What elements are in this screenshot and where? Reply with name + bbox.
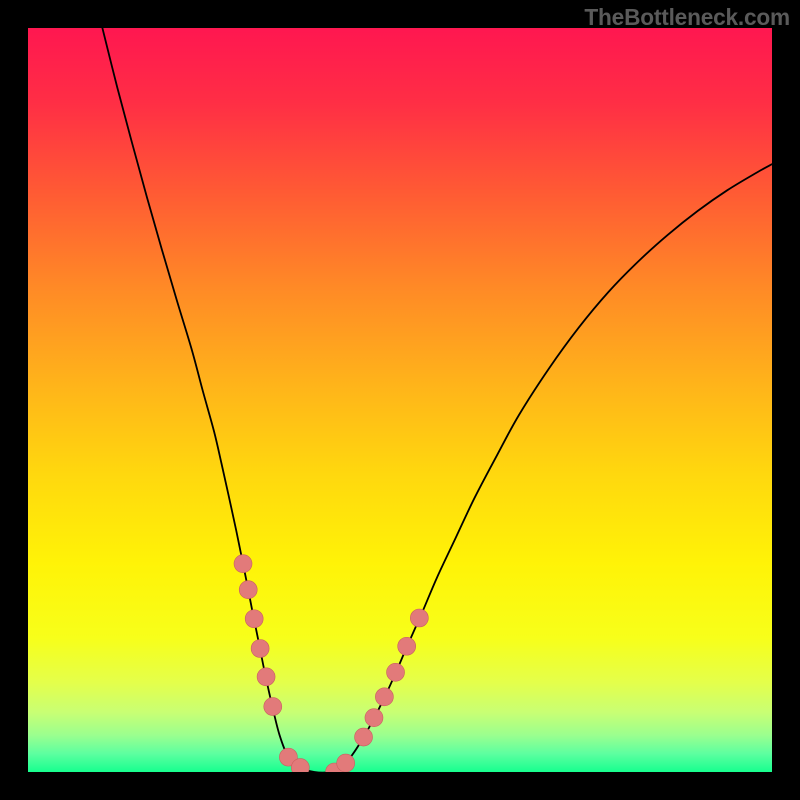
data-marker <box>355 728 373 746</box>
chart-background <box>28 28 772 772</box>
data-marker <box>234 555 252 573</box>
data-marker <box>239 581 257 599</box>
data-marker <box>264 698 282 716</box>
data-marker <box>245 610 263 628</box>
watermark-text: TheBottleneck.com <box>584 4 790 31</box>
data-marker <box>257 668 275 686</box>
data-marker <box>251 640 269 658</box>
data-marker <box>337 754 355 772</box>
chart-frame: TheBottleneck.com <box>0 0 800 800</box>
data-marker <box>410 609 428 627</box>
data-marker <box>387 663 405 681</box>
plot-area <box>28 28 772 772</box>
data-marker <box>398 637 416 655</box>
bottleneck-curve-svg <box>28 28 772 772</box>
data-marker <box>375 688 393 706</box>
data-marker <box>365 709 383 727</box>
